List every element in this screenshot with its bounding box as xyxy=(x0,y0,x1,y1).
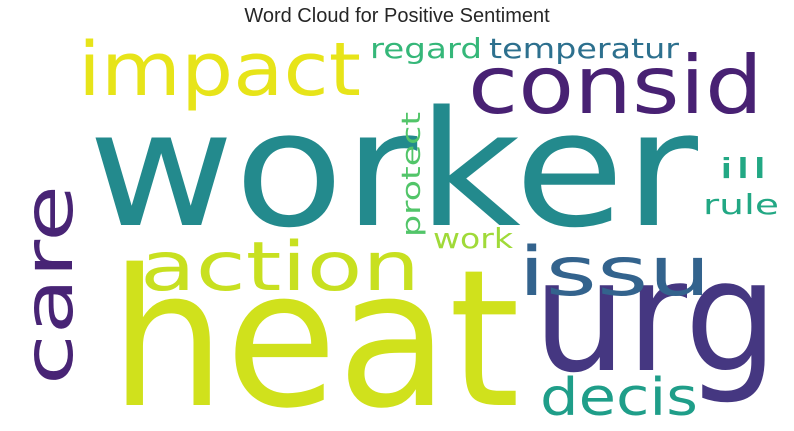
chart-title: Word Cloud for Positive Sentiment xyxy=(244,5,550,27)
word-issu: issu xyxy=(518,233,711,312)
word-ill: ill xyxy=(718,152,768,185)
word-protect: protect xyxy=(397,112,427,237)
word-heat: heat xyxy=(110,229,520,431)
word-impact: impact xyxy=(78,27,361,113)
word-action: action xyxy=(140,228,420,307)
word-temperatur: temperatur xyxy=(489,32,680,65)
word-care: care xyxy=(10,185,89,385)
word-worker: worker xyxy=(88,76,698,263)
word-urg: urg xyxy=(533,226,778,407)
word-rule: rule xyxy=(703,188,779,221)
word-consid: consid xyxy=(468,39,763,132)
word-work: work xyxy=(433,222,514,255)
word-decis: decis xyxy=(540,368,698,428)
word-regard: regard xyxy=(370,32,482,65)
